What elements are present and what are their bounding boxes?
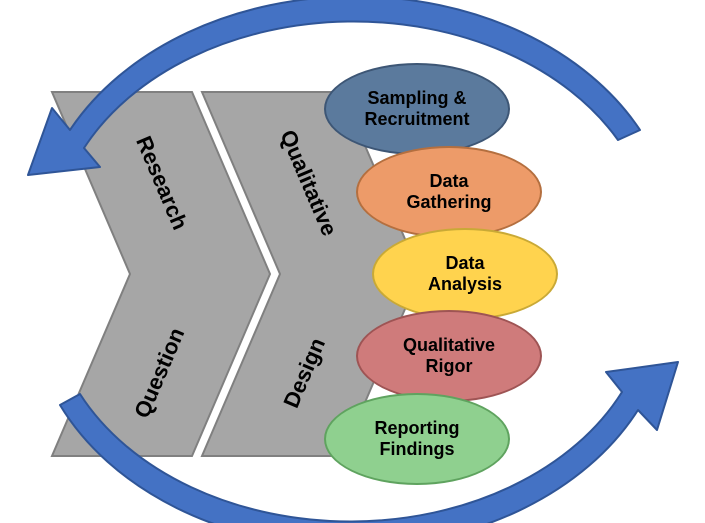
cycle-arrow-top	[28, 0, 640, 175]
cycle-arrow-bottom	[60, 362, 678, 523]
diagram-root: Research Question Qualitative Design Sam…	[0, 0, 705, 523]
cycle-arrows-layer	[0, 0, 705, 523]
